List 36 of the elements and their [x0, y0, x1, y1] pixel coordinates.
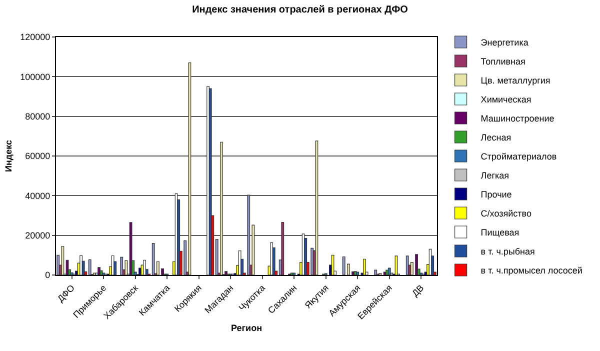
legend-label: Машиностроение: [480, 114, 554, 124]
y-axis-title: Индекс: [4, 140, 14, 172]
legend-label: Цв. металлургия: [480, 76, 550, 86]
bar: [281, 222, 284, 275]
legend-label: Топливная: [480, 56, 526, 67]
bar: [88, 259, 92, 275]
x-axis-title: Регион: [231, 323, 262, 334]
chart-title: Индекс значения отраслей в регионах ДФО: [192, 4, 408, 16]
x-tick-label: ДВ: [410, 282, 426, 298]
legend-label: Прочие: [480, 190, 512, 200]
y-tick-label: 100000: [20, 72, 50, 82]
y-tick-label: 40000: [25, 190, 50, 201]
bar: [120, 256, 124, 275]
y-tick-label: 60000: [25, 151, 50, 162]
legend-label: Лесная: [480, 132, 512, 143]
bar: [363, 258, 366, 275]
bar: [129, 222, 132, 275]
bar: [247, 194, 250, 275]
legend-label: Стройматериалов: [480, 152, 557, 162]
y-tick-label: 120000: [20, 32, 50, 42]
legend-label: в т. ч.рыбная: [480, 246, 536, 257]
y-tick-label: 20000: [25, 230, 50, 240]
bar: [80, 255, 83, 275]
legend-label: С/хозяйство: [480, 208, 532, 219]
bar: [356, 272, 360, 275]
legend-label: Химическая: [480, 94, 532, 105]
bar: [98, 267, 100, 275]
legend-label: в т. ч.промысел лососей: [480, 266, 582, 276]
bar: [143, 260, 146, 275]
bar: [66, 260, 69, 275]
y-tick-label: 80000: [25, 111, 50, 122]
legend-label: Энергетика: [480, 38, 528, 48]
legend-label: Пищевая: [480, 228, 520, 238]
bar: [374, 270, 378, 275]
legend-label: Легкая: [480, 170, 510, 181]
y-tick-label: 0: [45, 270, 50, 280]
